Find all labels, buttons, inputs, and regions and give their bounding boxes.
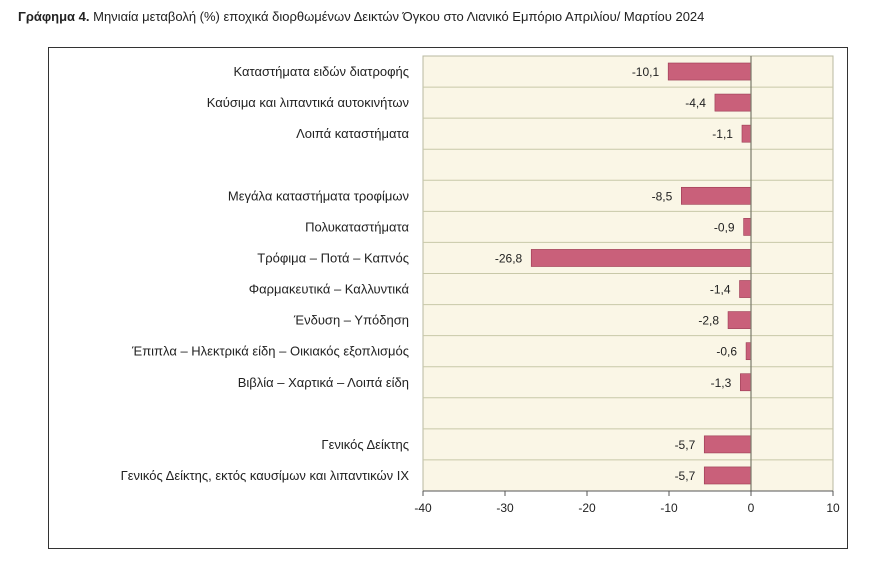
data-label: -26,8 [495, 251, 523, 265]
category-label: Γενικός Δείκτης, εκτός καυσίμων και λιπα… [121, 468, 410, 483]
category-label: Γενικός Δείκτης [321, 437, 409, 452]
bar [703, 466, 752, 485]
data-label: -5,7 [675, 438, 696, 452]
category-label: Καταστήματα ειδών διατροφής [234, 64, 409, 79]
bar [530, 249, 752, 267]
data-label: -1,4 [710, 283, 731, 297]
x-tick-label: -30 [496, 501, 514, 515]
chart-title-text: Μηνιαία μεταβολή (%) εποχικά διορθωμένων… [93, 9, 705, 24]
chart-title: Γράφημα 4. Μηνιαία μεταβολή (%) εποχικά … [18, 9, 704, 24]
bar [703, 435, 752, 454]
data-label: -2,8 [698, 314, 719, 328]
data-label: -0,9 [714, 220, 735, 234]
category-label: Φαρμακευτικά – Καλλυντικά [249, 282, 410, 297]
bar [743, 218, 752, 236]
category-label: Μεγάλα καταστήματα τροφίμων [228, 188, 409, 203]
bar [714, 93, 752, 112]
bar [667, 62, 752, 81]
data-label: -0,6 [716, 345, 737, 359]
x-tick-label: -40 [414, 501, 432, 515]
data-label: -5,7 [675, 469, 696, 483]
x-tick-label: -10 [660, 501, 678, 515]
category-label: Έπιπλα – Ηλεκτρικά είδη – Οικιακός εξοπλ… [131, 344, 409, 359]
data-label: -1,1 [712, 127, 733, 141]
category-label: Λοιπά καταστήματα [296, 126, 409, 141]
x-tick-label: -20 [578, 501, 596, 515]
category-label: Τρόφιμα – Ποτά – Καπνός [257, 250, 409, 265]
bar [741, 124, 752, 143]
bar [727, 311, 752, 329]
category-label: Βιβλία – Χαρτικά – Λοιπά είδη [238, 375, 409, 390]
chart-frame: Καταστήματα ειδών διατροφής -10,1 Καύσιμα … [48, 47, 848, 549]
x-tick-label: 0 [748, 501, 755, 515]
category-label: Καύσιμα και λιπαντικά αυτοκινήτων [207, 95, 409, 110]
bar-chart: Καταστήματα ειδών διατροφής -10,1 Καύσιμα … [121, 55, 840, 515]
category-label: Ένδυση – Υπόδηση [293, 313, 409, 328]
bar [739, 280, 752, 298]
bar [745, 342, 752, 361]
data-label: -8,5 [652, 189, 673, 203]
x-tick-label: 10 [826, 501, 840, 515]
data-label: -1,3 [711, 376, 732, 390]
data-label: -10,1 [632, 65, 660, 79]
category-label: Πολυκαταστήματα [305, 219, 409, 234]
chart-title-prefix: Γράφημα 4. [18, 9, 90, 24]
data-label: -4,4 [685, 96, 706, 110]
bar [680, 186, 752, 205]
bar [740, 373, 752, 392]
